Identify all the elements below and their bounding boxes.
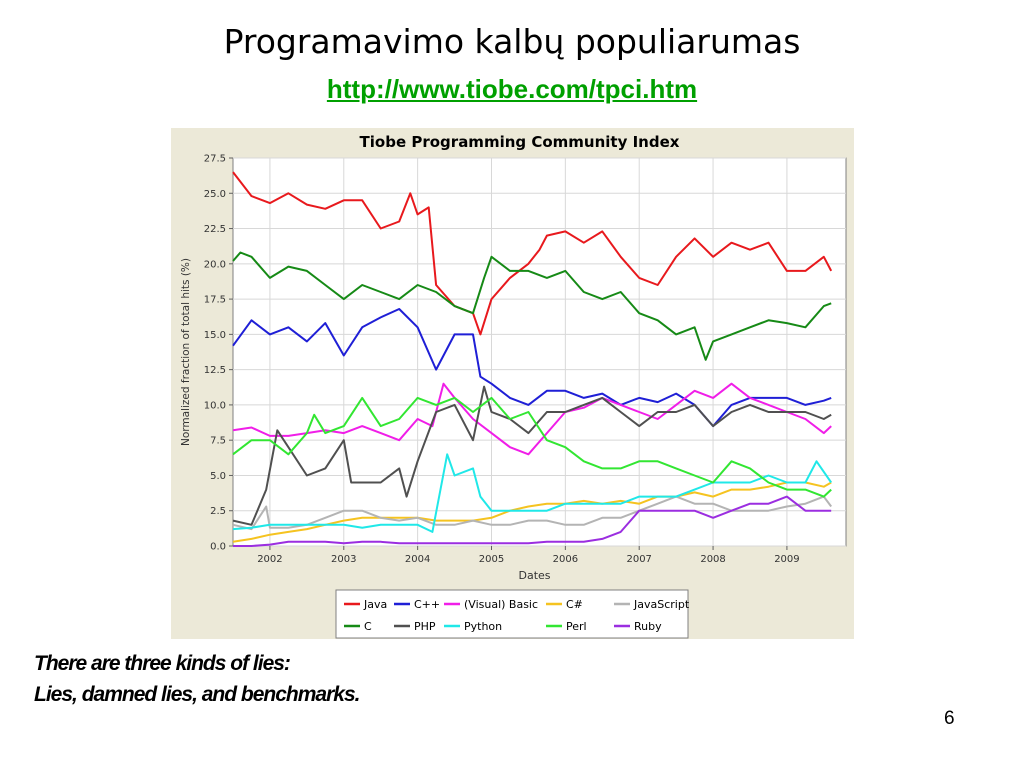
chart: Tiobe Programming Community Index 0.0 2.5 5… <box>180 133 847 639</box>
y-tick-label: 17.5 <box>204 295 226 306</box>
x-tick-label: 2005 <box>479 554 504 565</box>
chart-title: Tiobe Programming Community Index <box>360 133 680 151</box>
legend-label-perl: Perl <box>566 620 587 633</box>
series-line-php <box>232 385 832 526</box>
y-tick-label: 15.0 <box>204 330 226 341</box>
slide-title: Programavimo kalbų populiarumas <box>223 22 801 61</box>
quote-line-2: Lies, damned lies, and benchmarks. <box>34 683 360 706</box>
series-line-visual-basic <box>232 382 832 456</box>
y-tick-label: 0.0 <box>210 542 226 553</box>
page-number: 6 <box>944 708 955 729</box>
legend-box <box>335 589 689 639</box>
legend-label-java: Java <box>363 598 387 611</box>
series-line-javascript <box>232 495 833 531</box>
source-link-wrap: http://www.tiobe.com/tpci.htm <box>0 74 1024 105</box>
series-line-perl <box>232 396 832 498</box>
series-line-ruby <box>233 495 832 547</box>
y-tick-label: 27.5 <box>204 154 226 165</box>
x-tick-label: 2007 <box>626 554 651 565</box>
y-tick-label: 12.5 <box>204 365 226 376</box>
legend-label-ruby: Ruby <box>634 620 662 633</box>
y-tick-label: 10.0 <box>204 400 226 411</box>
plot-area <box>232 157 847 547</box>
chart-panel: Tiobe Programming Community Index 0.0 2.5 5… <box>171 128 854 639</box>
x-tick-label: 2002 <box>257 554 282 565</box>
y-axis-label: Normalized fraction of total hits (%) <box>180 258 192 446</box>
y-tick-label: 5.0 <box>210 471 226 482</box>
legend-label-php: PHP <box>414 620 436 633</box>
series-line-c <box>232 251 832 361</box>
legend-label-c: C <box>364 620 372 633</box>
legend-label-c: C# <box>566 598 583 611</box>
y-tick-label: 20.0 <box>204 259 226 270</box>
source-link[interactable]: http://www.tiobe.com/tpci.htm <box>326 74 698 104</box>
series-line-c <box>232 308 832 428</box>
x-tick-label: 2008 <box>700 554 725 565</box>
x-tick-label: 2006 <box>553 554 578 565</box>
x-tick-label: 2003 <box>331 554 356 565</box>
x-axis-label: Dates <box>518 569 550 582</box>
series-line-python <box>232 453 833 533</box>
legend-label-python: Python <box>464 620 502 633</box>
legend-label-javascript: JavaScript <box>633 598 690 611</box>
legend-label-c: C++ <box>414 598 440 611</box>
series-line-c <box>232 481 832 543</box>
y-tick-label: 2.5 <box>210 506 226 517</box>
legend-label-visual-basic: (Visual) Basic <box>464 598 538 611</box>
y-tick-label: 22.5 <box>204 224 226 235</box>
y-tick-label: 25.0 <box>204 189 226 200</box>
quote-line-1: There are three kinds of lies: <box>34 652 291 675</box>
x-tick-label: 2009 <box>774 554 799 565</box>
x-tick-label: 2004 <box>405 554 430 565</box>
y-tick-label: 7.5 <box>210 436 226 447</box>
